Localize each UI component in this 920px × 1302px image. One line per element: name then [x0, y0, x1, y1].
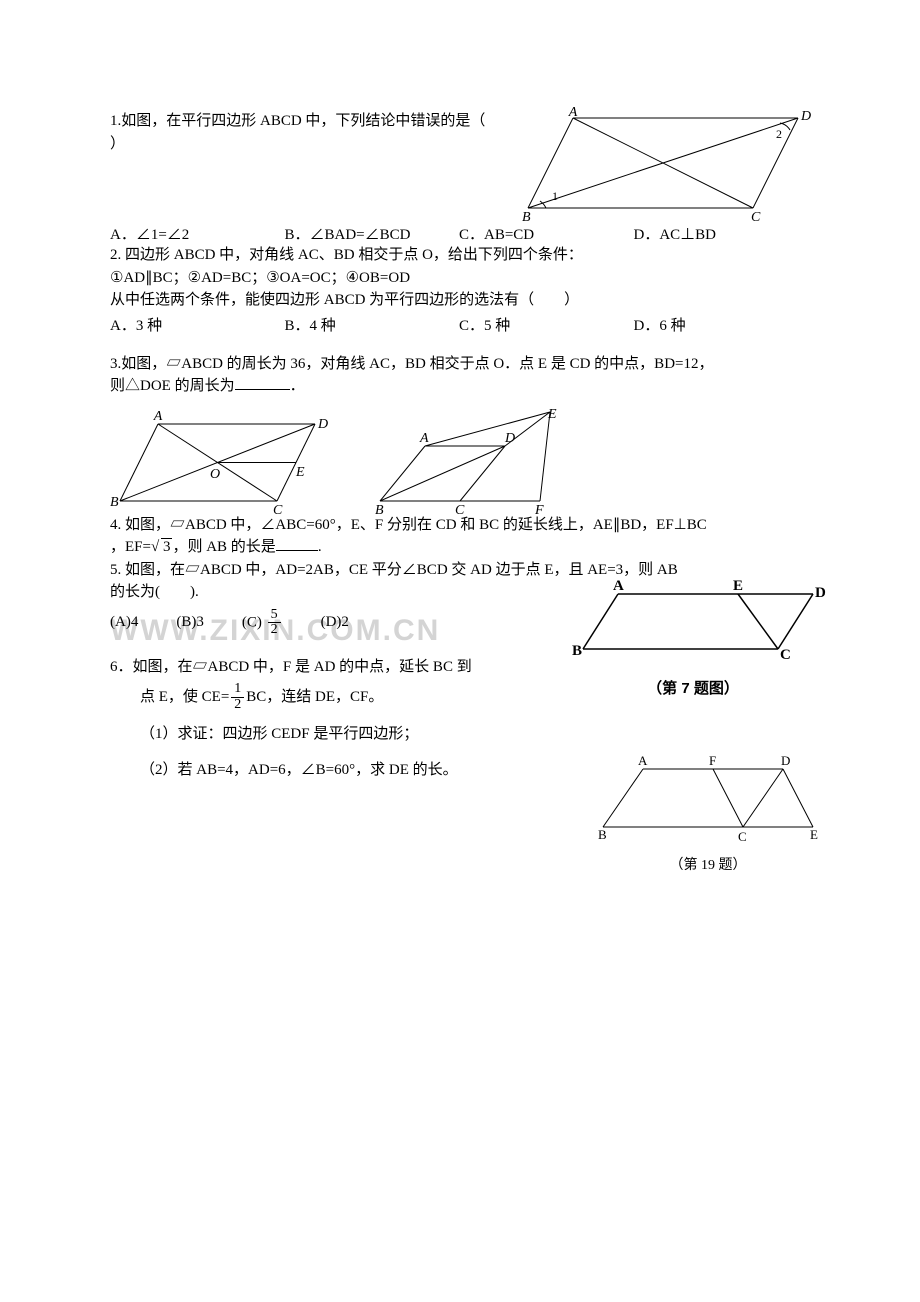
svg-text:2: 2 — [776, 127, 782, 141]
q2-l2: ①AD∥BC；②AD=BC；③OA=OC；④OB=OD — [110, 267, 808, 290]
q1-optB: B．∠BAD=∠BCD — [285, 223, 460, 244]
q4-l2c: ，则 AB 的长是 — [172, 539, 275, 555]
q4-l2: ，EF=√3，则 AB 的长是. — [110, 536, 808, 559]
q1-optC: C．AB=CD — [459, 223, 634, 244]
q2-optA: A．3 种 — [110, 314, 285, 335]
svg-text:A: A — [568, 105, 578, 120]
q4-l2a: ，EF= — [110, 539, 151, 555]
q6-l2a: 点 E，使 CE= — [140, 686, 229, 709]
q3-figure-left: A D B C O E — [110, 406, 320, 514]
q1-figure: A D B C 1 2 — [518, 108, 818, 218]
q6-l3: （1）求证：四边形 CEDF 是平行四边形； — [110, 723, 808, 746]
q4-l2d: . — [318, 539, 322, 555]
svg-text:B: B — [522, 210, 531, 225]
q6-figure: A F D B C E — [598, 757, 818, 847]
svg-text:A: A — [153, 409, 163, 424]
q5-optD: (D)2 — [321, 614, 349, 631]
q5-fig-caption: （第 7 题图） — [568, 677, 818, 698]
svg-text:B: B — [110, 495, 119, 510]
q2-optD: D．6 种 — [634, 314, 809, 335]
svg-text:C: C — [780, 647, 791, 663]
svg-text:C: C — [738, 829, 747, 844]
q1-stem-a: 1.如图，在平行四边形 ABCD 中，下列结论中错误的是（ — [110, 110, 540, 133]
q2-l3: 从中任选两个条件，能使四边形 ABCD 为平行四边形的选法有（ ） — [110, 289, 808, 312]
svg-text:A: A — [613, 578, 624, 594]
svg-text:E: E — [810, 827, 818, 842]
svg-text:D: D — [504, 431, 515, 446]
q6-l1: 6．如图，在▱ABCD 中，F 是 AD 的中点，延长 BC 到 — [110, 656, 530, 679]
q4-blank — [276, 536, 318, 551]
q2-optC: C．5 种 — [459, 314, 634, 335]
svg-text:D: D — [317, 417, 328, 432]
svg-text:O: O — [210, 467, 220, 482]
q2-options: A．3 种 B．4 种 C．5 种 D．6 种 — [110, 314, 808, 335]
q5-figure: A E D B C — [568, 579, 818, 674]
svg-text:D: D — [781, 753, 790, 768]
q3-l2-wrap: 则△DOE 的周长为 ． — [110, 375, 808, 398]
svg-text:A: A — [638, 753, 648, 768]
q4-l1: 4. 如图，▱ABCD 中，∠ABC=60°，E、F 分别在 CD 和 BC 的… — [110, 514, 808, 537]
q5-optA: (A)4 — [110, 614, 138, 631]
q3-l2: 则△DOE 的周长为 — [110, 378, 235, 394]
svg-text:C: C — [751, 210, 761, 225]
svg-text:B: B — [598, 827, 607, 842]
svg-text:D: D — [815, 585, 826, 601]
svg-text:E: E — [547, 407, 557, 422]
svg-text:1: 1 — [552, 189, 558, 203]
q1-optD: D．AC⊥BD — [634, 223, 809, 244]
q2-l1: 2. 四边形 ABCD 中，对角线 AC、BD 相交于点 O，给出下列四个条件： — [110, 244, 808, 267]
q5-optB: (B)3 — [176, 614, 204, 631]
q6-frac: 12 — [231, 682, 244, 712]
q1-optA: A．∠1=∠2 — [110, 223, 285, 244]
svg-text:E: E — [733, 578, 743, 594]
q3-period: ． — [290, 378, 305, 394]
svg-text:A: A — [419, 431, 429, 446]
q6-l2b: BC，连结 DE，CF。 — [246, 686, 383, 709]
svg-text:E: E — [295, 465, 305, 480]
svg-text:B: B — [572, 643, 582, 659]
q6-fig-caption: （第 19 题） — [598, 854, 818, 874]
q5-optC: (C) 52 — [242, 608, 283, 638]
q2-optB: B．4 种 — [285, 314, 460, 335]
svg-text:D: D — [800, 109, 811, 124]
q3-blank — [235, 375, 290, 390]
sqrt-icon: √3 — [151, 536, 173, 559]
q1-options: A．∠1=∠2 B．∠BAD=∠BCD C．AB=CD D．AC⊥BD — [110, 223, 808, 244]
q3-figure-right: A D B C E F — [370, 406, 580, 514]
svg-text:F: F — [709, 753, 716, 768]
q3-l1: 3.如图，▱ABCD 的周长为 36，对角线 AC，BD 相交于点 O．点 E … — [110, 353, 808, 376]
